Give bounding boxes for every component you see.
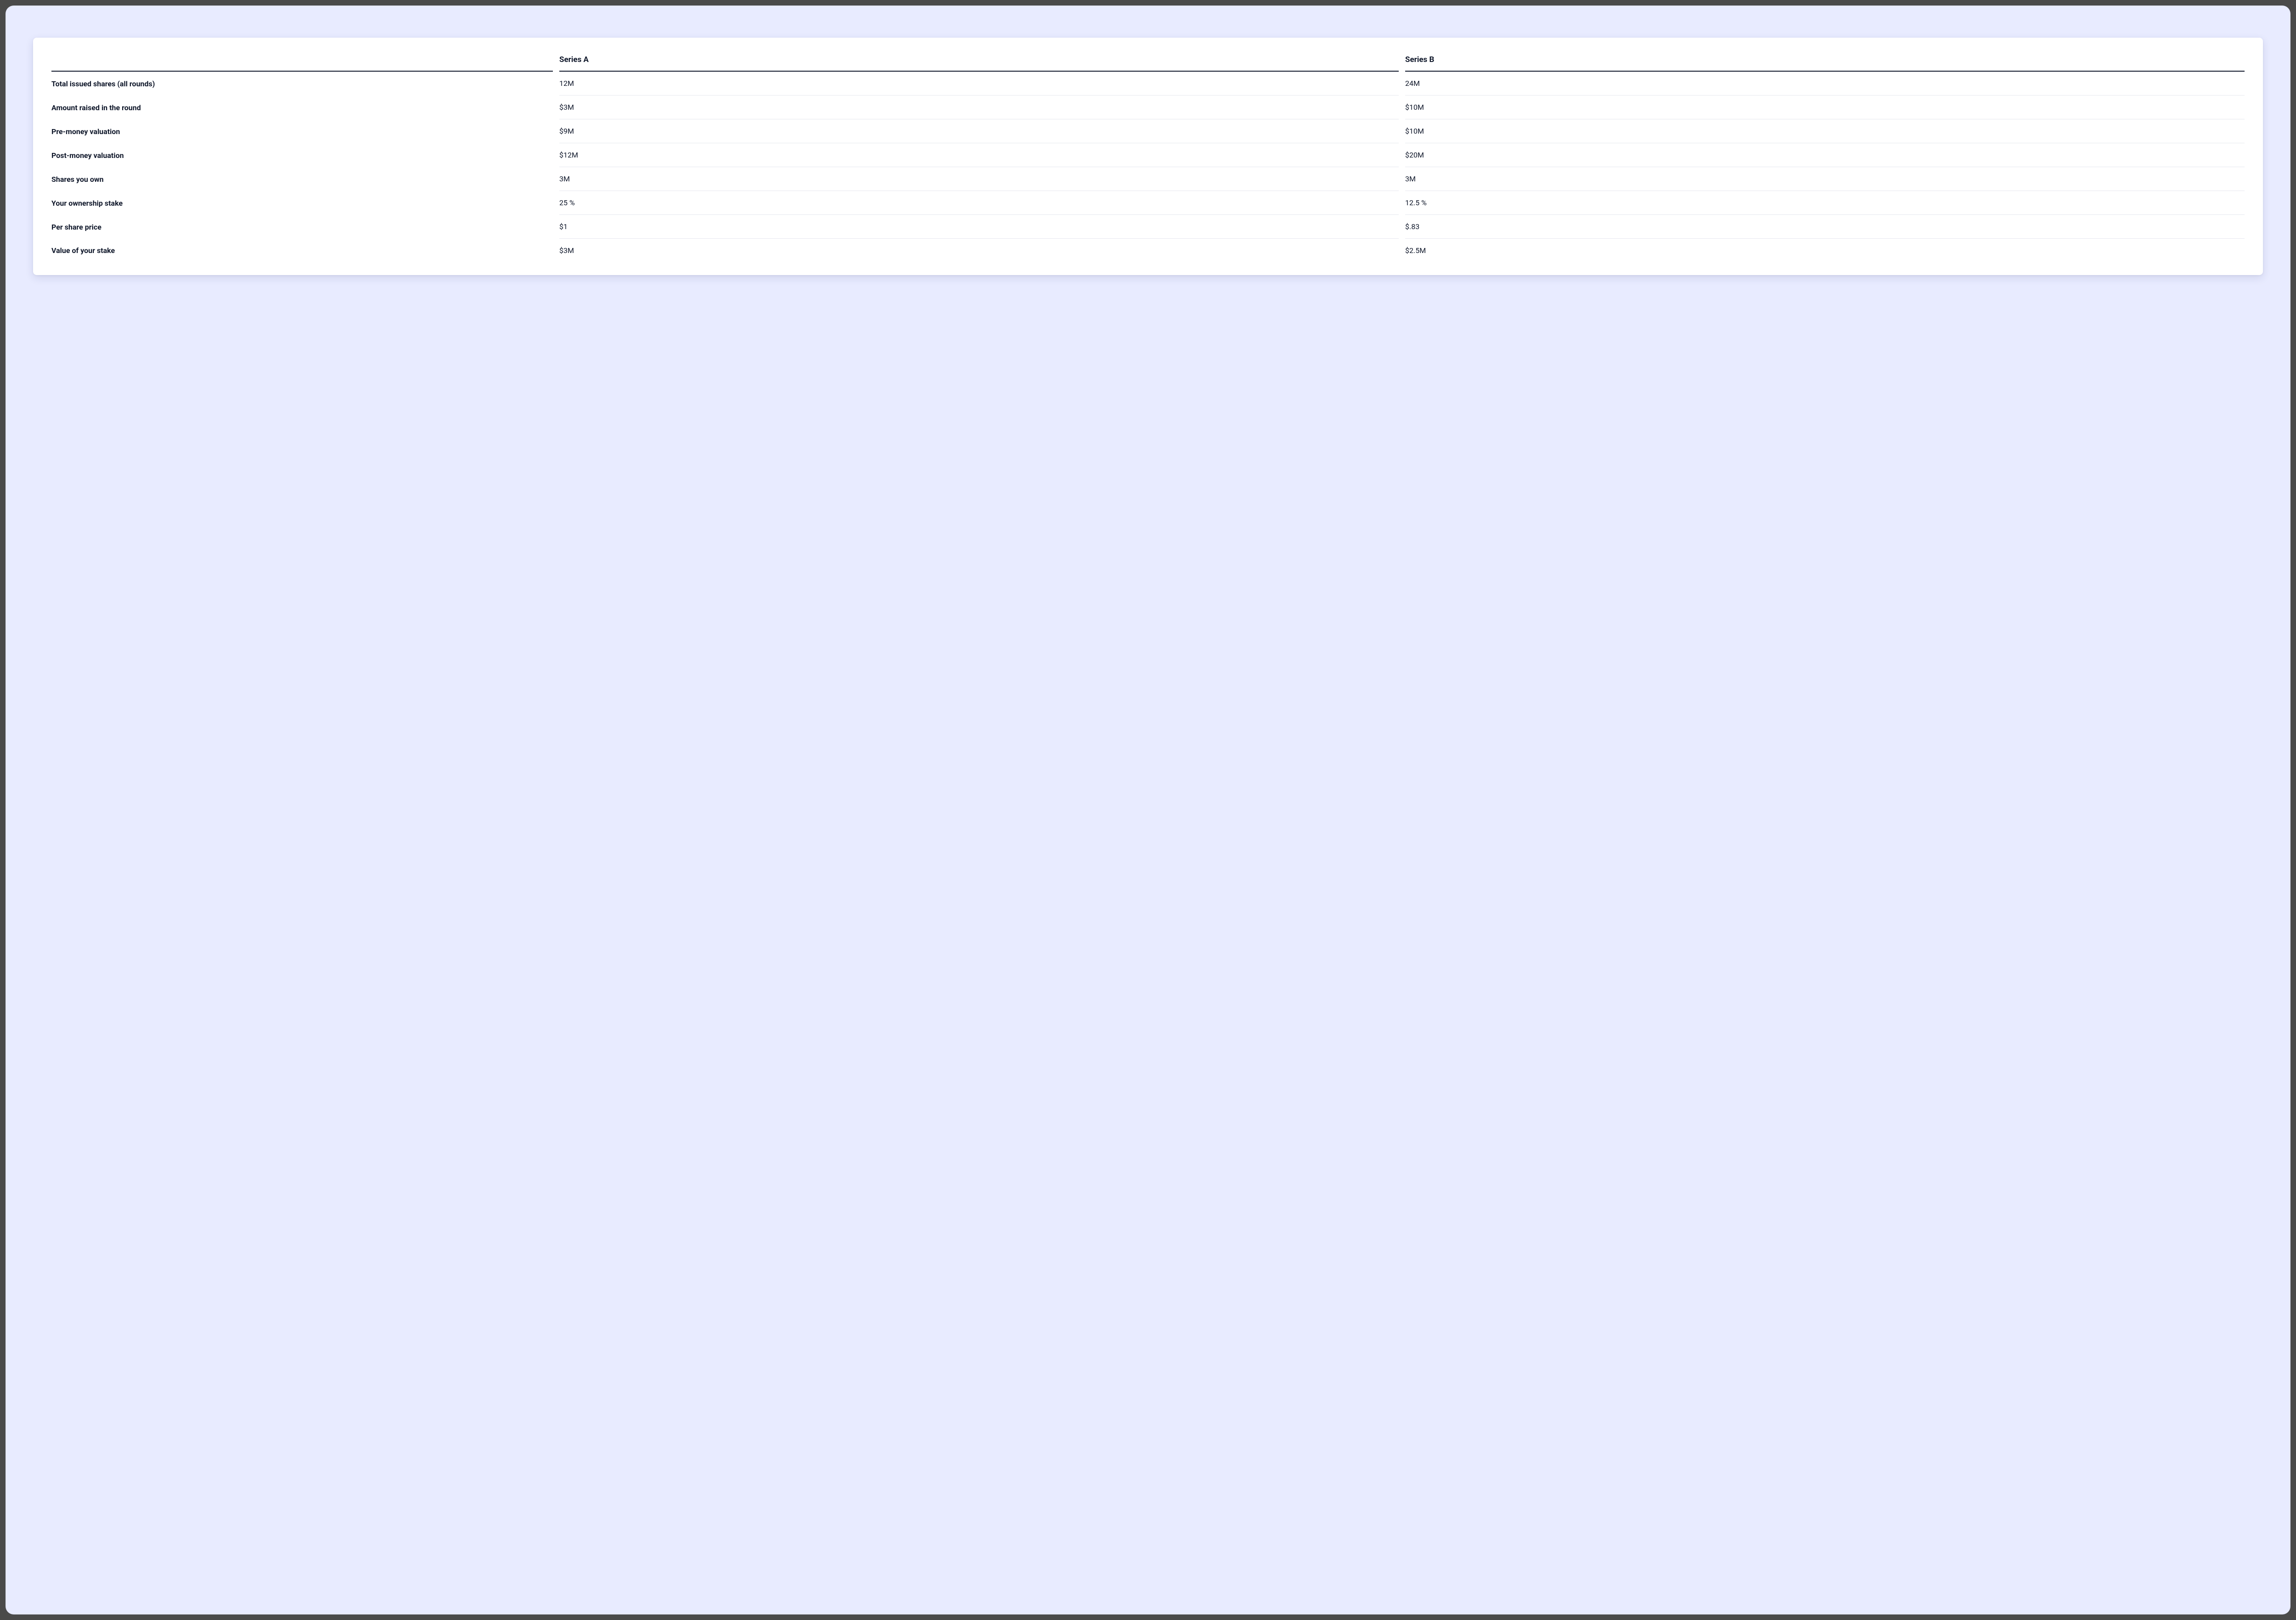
row-label: Post-money valuation [51,143,553,167]
funding-card: Series A Series B Total issued shares (a… [33,38,2263,275]
row-label: Per share price [51,215,553,239]
row-label: Value of your stake [51,239,553,262]
table-body: Total issued shares (all rounds) 12M 24M… [51,72,2245,262]
cell-series-a: 3M [559,167,1399,191]
cell-series-a: 12M [559,72,1399,96]
row-label: Shares you own [51,167,553,191]
table-header-blank [51,51,553,72]
cell-series-b: $20M [1405,143,2245,167]
table-row: Total issued shares (all rounds) 12M 24M [51,72,2245,96]
cell-series-b: $.83 [1405,215,2245,239]
table-row: Amount raised in the round $3M $10M [51,96,2245,119]
cell-series-a: $3M [559,96,1399,119]
cell-series-b: 24M [1405,72,2245,96]
table-row: Value of your stake $3M $2.5M [51,239,2245,262]
table-row: Post-money valuation $12M $20M [51,143,2245,167]
table-row: Pre-money valuation $9M $10M [51,119,2245,143]
table-header-row: Series A Series B [51,51,2245,72]
table-header-series-b: Series B [1405,51,2245,72]
funding-table: Series A Series B Total issued shares (a… [45,51,2251,262]
cell-series-b: $10M [1405,96,2245,119]
cell-series-a: $3M [559,239,1399,262]
row-label: Total issued shares (all rounds) [51,72,553,96]
cell-series-a: $12M [559,143,1399,167]
outer-panel: Series A Series B Total issued shares (a… [6,6,2290,1614]
row-label: Pre-money valuation [51,119,553,143]
cell-series-a: $9M [559,119,1399,143]
table-row: Shares you own 3M 3M [51,167,2245,191]
table-row: Your ownership stake 25 % 12.5 % [51,191,2245,215]
table-header-series-a: Series A [559,51,1399,72]
row-label: Your ownership stake [51,191,553,215]
cell-series-a: $1 [559,215,1399,239]
cell-series-b: $2.5M [1405,239,2245,262]
cell-series-b: 3M [1405,167,2245,191]
table-row: Per share price $1 $.83 [51,215,2245,239]
cell-series-b: $10M [1405,119,2245,143]
cell-series-a: 25 % [559,191,1399,215]
cell-series-b: 12.5 % [1405,191,2245,215]
row-label: Amount raised in the round [51,96,553,119]
